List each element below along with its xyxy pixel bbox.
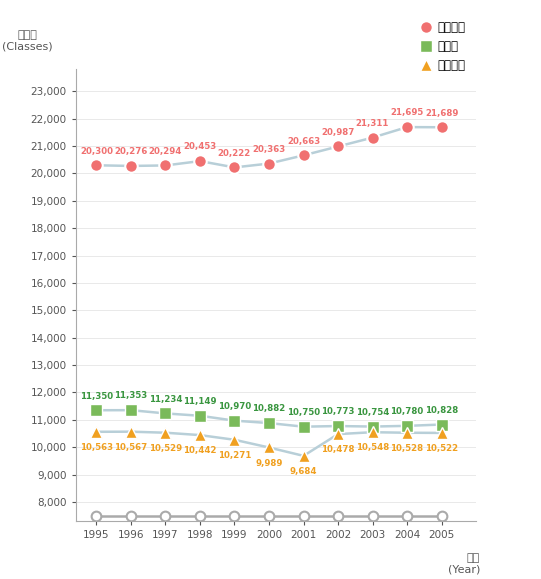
Text: 10,563: 10,563 [80, 443, 113, 452]
Text: 21,689: 21,689 [425, 108, 458, 118]
Text: 20,987: 20,987 [321, 128, 355, 137]
Text: 21,311: 21,311 [356, 119, 389, 128]
Text: 10,970: 10,970 [218, 402, 251, 411]
Text: 20,300: 20,300 [80, 146, 113, 156]
Legend: 초등학교, 중학교, 고등학교: 초등학교, 중학교, 고등학교 [415, 17, 470, 77]
Text: 11,353: 11,353 [114, 391, 148, 401]
Text: 11,149: 11,149 [183, 397, 217, 406]
Text: 연도
(Year): 연도 (Year) [448, 553, 480, 574]
Text: 10,567: 10,567 [114, 443, 148, 452]
Text: 10,528: 10,528 [391, 444, 424, 453]
Text: 21,695: 21,695 [391, 108, 424, 118]
Text: 9,684: 9,684 [290, 467, 317, 476]
Text: 20,222: 20,222 [218, 149, 251, 157]
Text: 20,294: 20,294 [149, 146, 182, 156]
Text: 9,989: 9,989 [255, 459, 283, 468]
Text: 학급수
(Classes): 학급수 (Classes) [2, 30, 53, 52]
Text: 10,882: 10,882 [253, 404, 286, 413]
Text: 10,522: 10,522 [425, 444, 458, 453]
Text: 10,548: 10,548 [356, 444, 389, 452]
Text: 11,350: 11,350 [80, 391, 113, 401]
Text: 10,828: 10,828 [425, 406, 458, 415]
Text: 11,234: 11,234 [149, 395, 182, 404]
Text: 10,773: 10,773 [321, 407, 355, 416]
Text: 10,754: 10,754 [356, 408, 389, 417]
Text: 20,276: 20,276 [114, 147, 148, 156]
Text: 10,529: 10,529 [149, 444, 182, 453]
Text: 10,478: 10,478 [321, 445, 355, 455]
Text: 10,750: 10,750 [287, 408, 320, 417]
Text: 20,363: 20,363 [253, 145, 286, 154]
Text: 10,271: 10,271 [218, 451, 251, 460]
Text: 10,780: 10,780 [391, 407, 424, 416]
Text: 20,453: 20,453 [183, 142, 216, 151]
Text: 20,663: 20,663 [287, 137, 320, 146]
Text: 10,442: 10,442 [183, 446, 217, 455]
